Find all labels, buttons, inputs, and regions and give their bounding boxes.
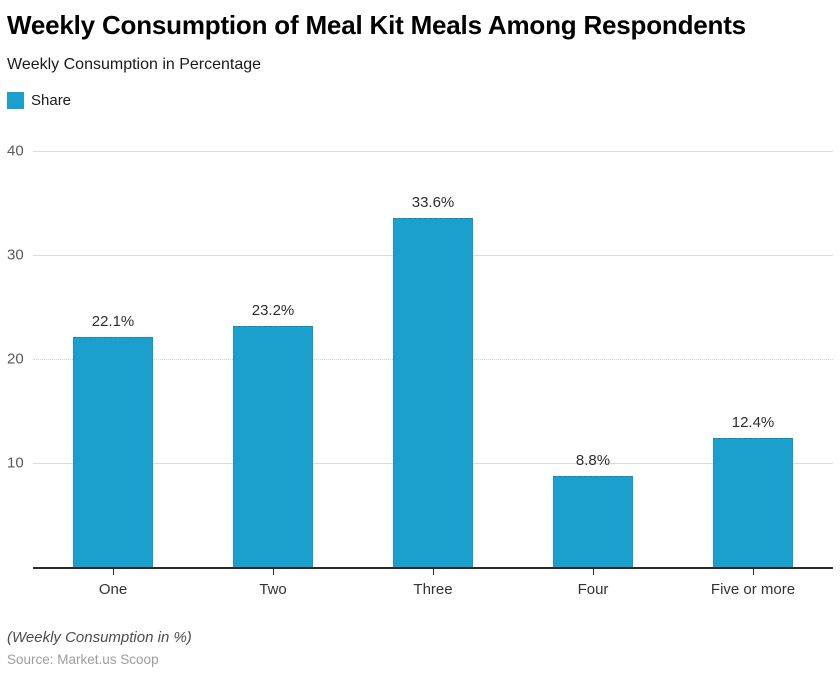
bar-two[interactable]	[233, 325, 313, 568]
bar-value-label: 12.4%	[731, 414, 775, 432]
bar-column: 12.4%	[673, 414, 833, 568]
plot-area: 10 20 30 40 22.1% 23.2% 33.6% 8.8% 12.4%	[0, 144, 833, 568]
bar-column: 23.2%	[193, 302, 353, 568]
x-tick-mark	[113, 569, 114, 576]
y-tick-label: 10	[7, 454, 24, 472]
category-label: One	[98, 581, 128, 599]
x-tick-mark	[273, 569, 274, 576]
chart-subtitle: Weekly Consumption in Percentage	[7, 56, 262, 74]
legend-swatch-icon	[7, 92, 24, 110]
x-tick-mark	[433, 569, 434, 576]
bar-one[interactable]	[73, 337, 153, 568]
bar-value-label: 8.8%	[575, 451, 611, 469]
chart-footnote: (Weekly Consumption in %)	[7, 629, 192, 647]
x-tick-mark	[753, 569, 754, 576]
chart-title: Weekly Consumption of Meal Kit Meals Amo…	[7, 10, 746, 40]
gridline-40	[33, 151, 833, 153]
bars-layer: 22.1% 23.2% 33.6% 8.8% 12.4%	[33, 151, 833, 568]
source-line: Source: Market.us Scoop	[7, 652, 159, 668]
bar-column: 8.8%	[513, 452, 673, 568]
y-tick-label: 20	[7, 350, 24, 368]
category-label: Four	[577, 581, 609, 599]
y-tick-label: 30	[7, 246, 24, 264]
bar-three[interactable]	[393, 217, 473, 568]
category-label: Two	[259, 581, 287, 599]
legend: Share	[7, 92, 840, 110]
legend-label: Share	[31, 92, 72, 110]
x-axis-labels: One Two Three Four Five or more	[33, 569, 833, 601]
category-label: Three	[413, 581, 453, 599]
y-tick-label: 40	[7, 142, 24, 160]
bar-four[interactable]	[553, 475, 633, 568]
bar-value-label: 33.6%	[411, 193, 455, 211]
bar-value-label: 23.2%	[251, 301, 295, 319]
x-axis-line	[33, 567, 833, 570]
x-tick-mark	[593, 569, 594, 576]
bar-column: 22.1%	[33, 313, 193, 568]
category-label: Five or more	[710, 581, 796, 599]
bar-column: 33.6%	[353, 194, 513, 568]
bar-five-or-more[interactable]	[713, 438, 793, 568]
bar-value-label: 22.1%	[91, 313, 135, 331]
